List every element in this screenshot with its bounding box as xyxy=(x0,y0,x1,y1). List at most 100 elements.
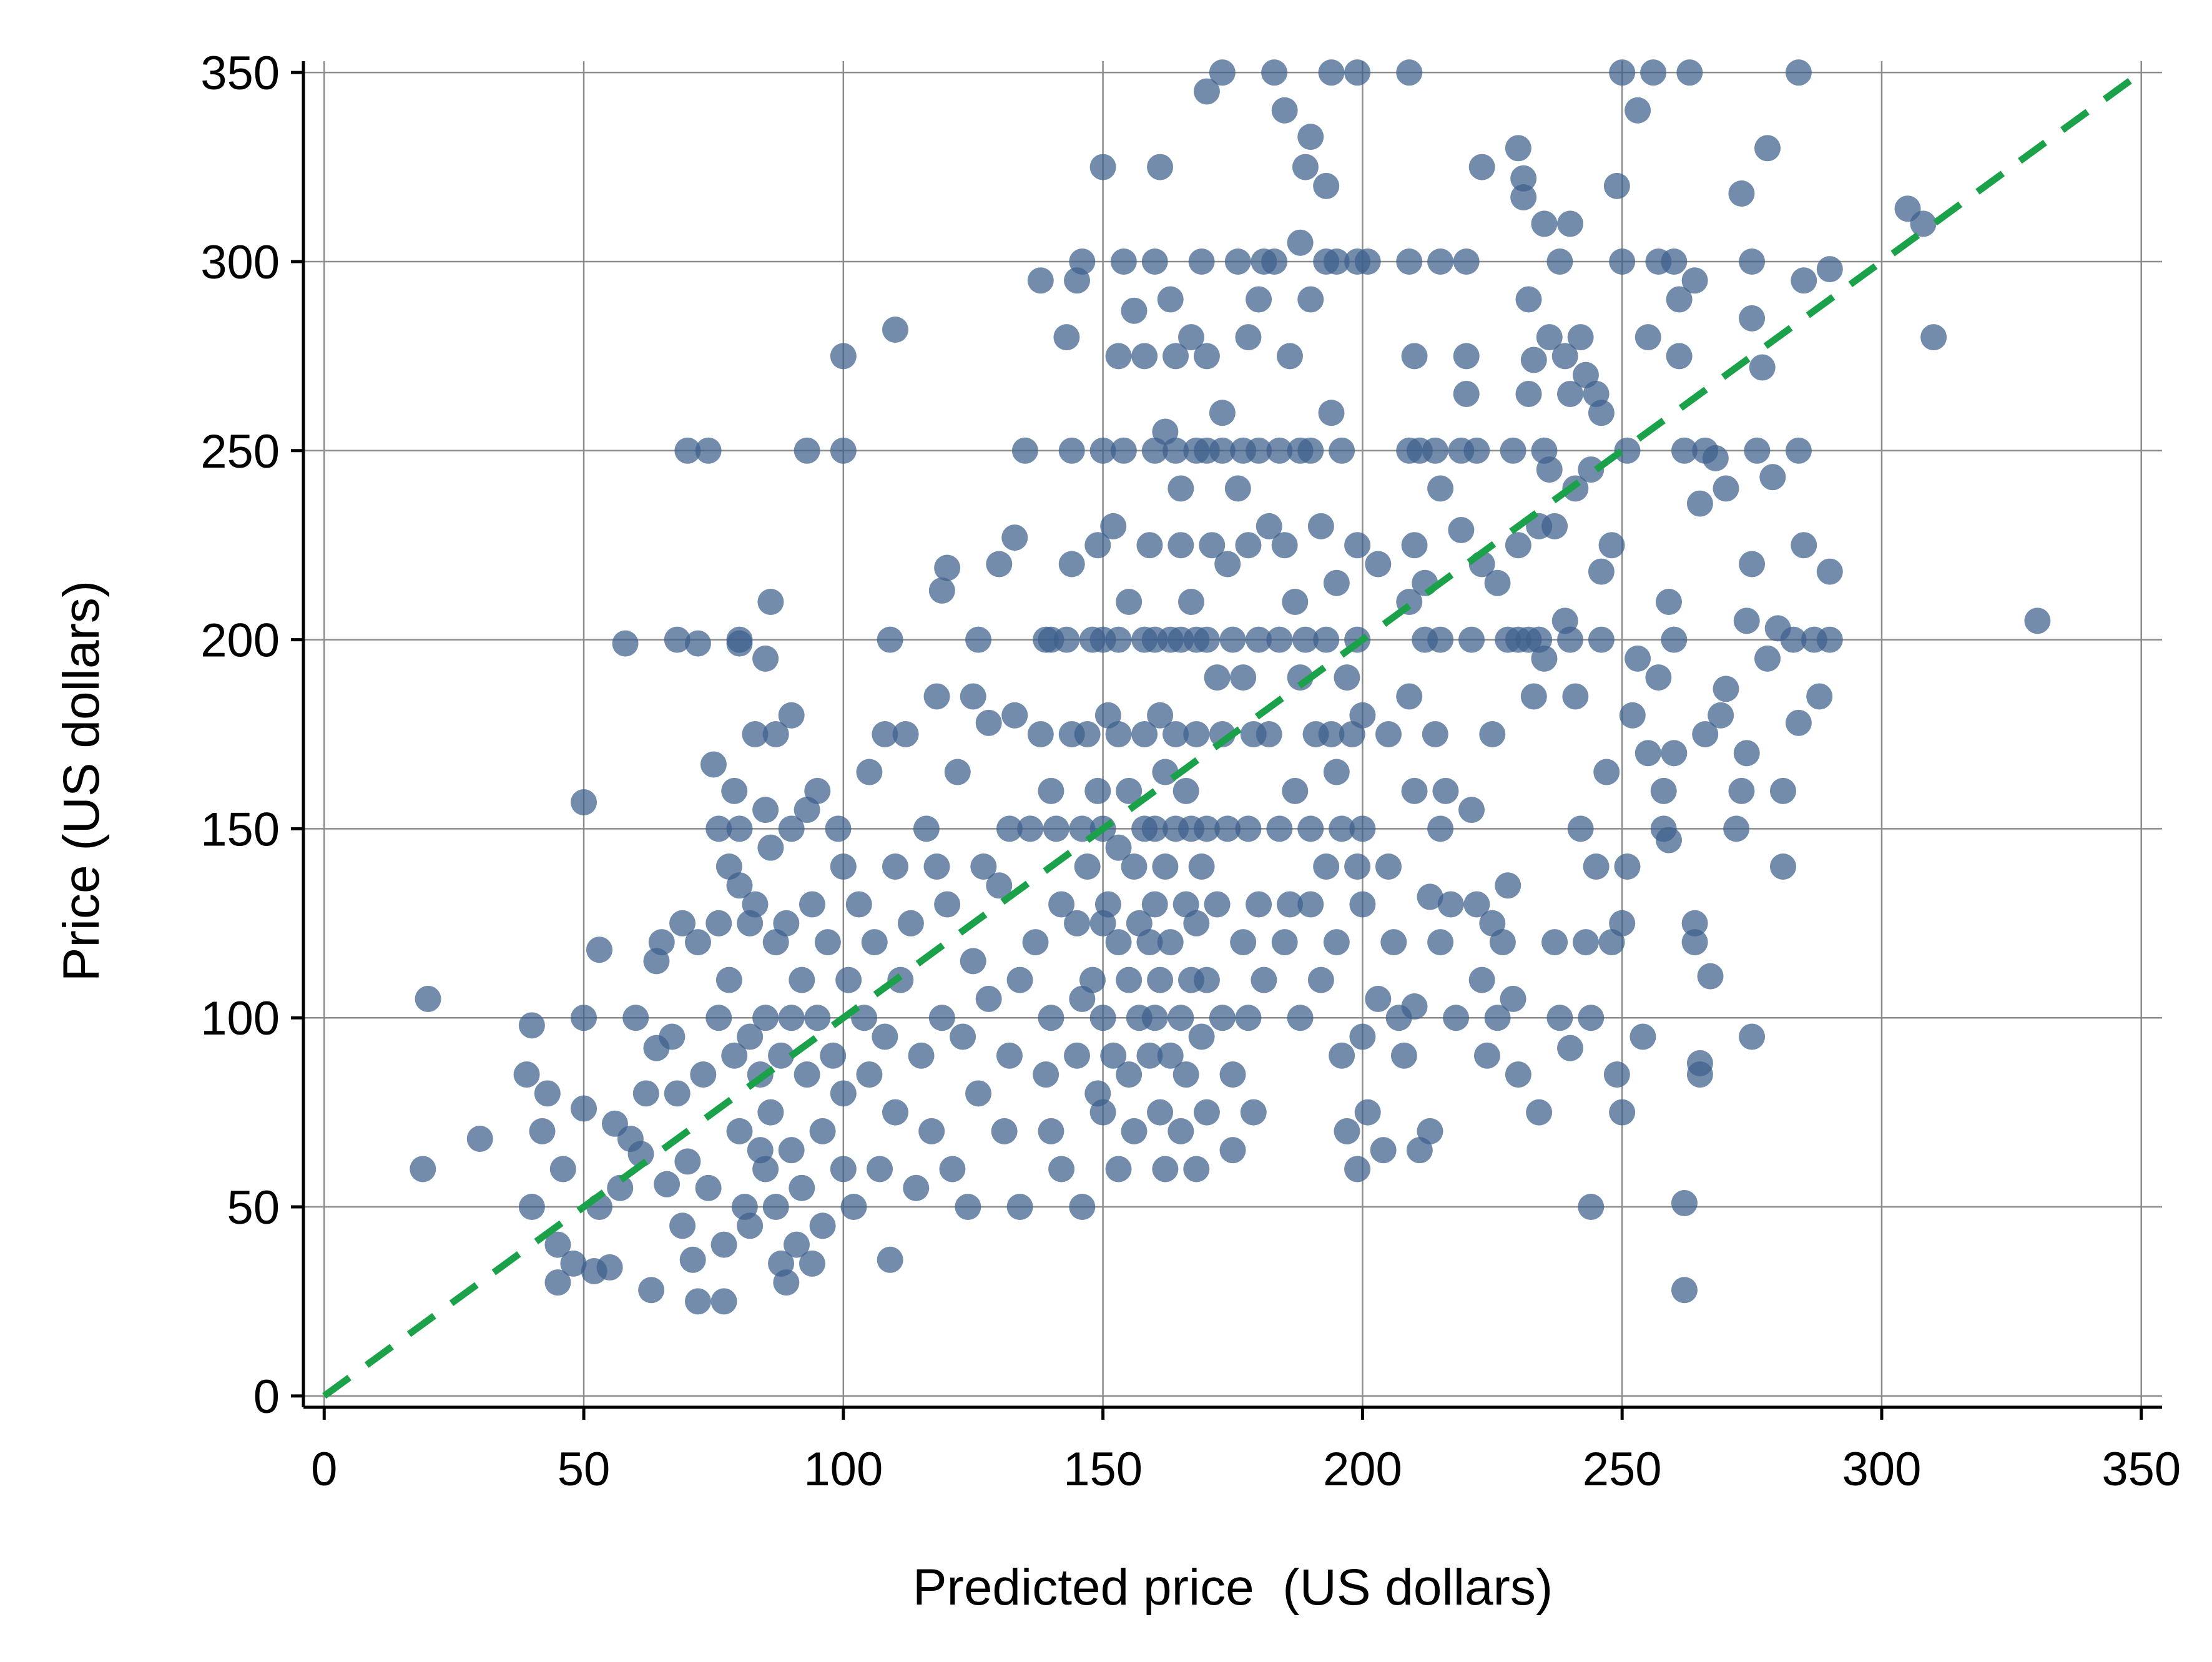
data-point xyxy=(1578,1194,1605,1221)
data-point xyxy=(1219,626,1246,653)
data-point xyxy=(1448,516,1475,543)
y-tick-label: 150 xyxy=(200,803,280,856)
data-point xyxy=(1323,569,1350,596)
data-point xyxy=(1453,248,1480,275)
data-point xyxy=(804,1005,831,1031)
data-point xyxy=(1064,910,1091,937)
data-point xyxy=(1147,966,1174,993)
y-tick-label: 100 xyxy=(200,992,280,1045)
data-point xyxy=(799,891,825,918)
data-point xyxy=(778,815,805,842)
x-tick-label: 0 xyxy=(311,1443,337,1496)
data-point xyxy=(1141,815,1168,842)
data-point xyxy=(1681,910,1708,937)
data-point xyxy=(1500,985,1526,1012)
data-point xyxy=(882,853,908,880)
data-point xyxy=(1806,683,1833,710)
data-point xyxy=(789,966,815,993)
data-point xyxy=(1282,777,1309,804)
data-point xyxy=(1344,532,1371,559)
data-point xyxy=(794,437,820,464)
data-point xyxy=(1614,437,1641,464)
data-point xyxy=(1458,797,1485,824)
data-point xyxy=(789,1174,815,1201)
data-point xyxy=(1038,1118,1064,1144)
data-point xyxy=(1094,891,1121,918)
data-point xyxy=(1603,1061,1630,1088)
data-point xyxy=(1271,929,1298,956)
data-point xyxy=(1209,1005,1236,1031)
data-point xyxy=(560,1250,587,1277)
y-tick-label: 50 xyxy=(227,1181,280,1234)
data-point xyxy=(1510,165,1537,192)
data-point xyxy=(1713,475,1739,502)
data-point xyxy=(1157,1042,1184,1069)
data-point xyxy=(1193,1099,1220,1126)
data-point xyxy=(1105,1156,1132,1183)
data-point xyxy=(1033,1061,1059,1088)
data-point xyxy=(1630,1023,1656,1050)
data-point xyxy=(1676,59,1703,86)
x-axis-ticks: 0 50 100 150 200 250 300 350 xyxy=(311,1407,2181,1496)
data-point xyxy=(1349,1023,1376,1050)
data-point xyxy=(1136,1042,1163,1069)
y-tick-label: 300 xyxy=(200,236,280,289)
data-point xyxy=(700,751,727,778)
data-point xyxy=(1043,815,1069,842)
data-point xyxy=(721,1042,748,1069)
data-point xyxy=(1588,558,1615,585)
data-point xyxy=(1214,551,1241,578)
data-point xyxy=(1396,59,1423,86)
data-point xyxy=(1458,626,1485,653)
data-point xyxy=(877,1246,903,1273)
data-point xyxy=(1603,172,1630,199)
data-point xyxy=(1313,626,1340,653)
data-point xyxy=(1749,354,1776,381)
data-point xyxy=(612,630,639,657)
data-point xyxy=(840,1194,867,1221)
data-point xyxy=(1417,1118,1443,1144)
data-point xyxy=(939,1156,966,1183)
data-point xyxy=(1246,626,1272,653)
data-point xyxy=(1531,210,1558,237)
data-point xyxy=(726,1118,753,1144)
data-point xyxy=(1022,929,1049,956)
data-point xyxy=(778,702,805,729)
data-point xyxy=(1733,607,1760,634)
data-point xyxy=(1084,777,1111,804)
data-point xyxy=(1733,740,1760,767)
data-point xyxy=(830,437,857,464)
data-point xyxy=(1147,154,1174,180)
data-point xyxy=(1292,626,1319,653)
data-point xyxy=(1204,891,1231,918)
data-point xyxy=(1453,380,1480,407)
data-point xyxy=(1557,380,1584,407)
data-point xyxy=(975,985,1002,1012)
data-point xyxy=(768,1042,795,1069)
data-point xyxy=(923,853,950,880)
data-point xyxy=(1246,286,1272,313)
data-point xyxy=(1666,286,1693,313)
y-axis-title: Price (US dollars) xyxy=(53,581,110,981)
data-point xyxy=(825,815,852,842)
data-point xyxy=(1089,154,1116,180)
data-point xyxy=(1193,78,1220,105)
data-point xyxy=(1167,475,1194,502)
data-point xyxy=(1276,891,1303,918)
data-point xyxy=(1163,343,1189,370)
data-point xyxy=(1505,1061,1531,1088)
data-point xyxy=(1666,343,1693,370)
data-point xyxy=(1131,721,1158,747)
axes xyxy=(302,61,2162,1409)
data-point xyxy=(986,872,1013,899)
data-point xyxy=(1370,1137,1397,1164)
data-point xyxy=(1069,1194,1096,1221)
data-point xyxy=(596,1254,623,1281)
data-point xyxy=(965,626,992,653)
data-point xyxy=(1001,702,1028,729)
data-point xyxy=(1266,626,1293,653)
data-point xyxy=(809,1118,836,1144)
data-point xyxy=(1785,59,1812,86)
data-point xyxy=(1495,872,1521,899)
data-point xyxy=(804,777,831,804)
